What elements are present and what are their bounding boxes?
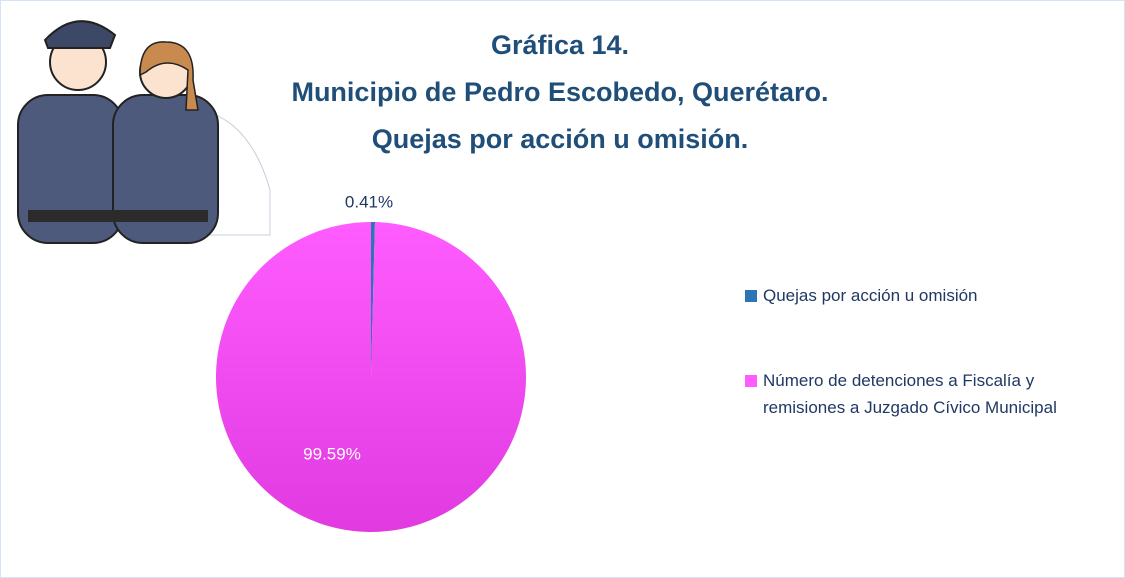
legend-item: Número de detenciones a Fiscalía y remis… xyxy=(745,367,1115,421)
legend-item: Quejas por acción u omisión xyxy=(745,282,1115,309)
legend-label: Quejas por acción u omisión xyxy=(763,286,978,305)
data-label: 0.41% xyxy=(345,192,393,211)
illustration xyxy=(17,20,271,244)
legend: Quejas por acción u omisión Número de det… xyxy=(745,282,1115,479)
pie-slice xyxy=(216,222,527,532)
legend-swatch xyxy=(745,375,757,387)
data-label: 99.59% xyxy=(303,444,361,463)
chart-title: Municipio de Pedro Escobedo, Querétaro. xyxy=(291,77,828,107)
legend-label: Número de detenciones a Fiscalía y remis… xyxy=(763,371,1057,417)
legend-swatch xyxy=(745,290,757,302)
pie-slice xyxy=(371,222,375,377)
chart-title: Gráfica 14. xyxy=(491,30,629,60)
chart-title: Quejas por acción u omisión. xyxy=(372,124,749,154)
